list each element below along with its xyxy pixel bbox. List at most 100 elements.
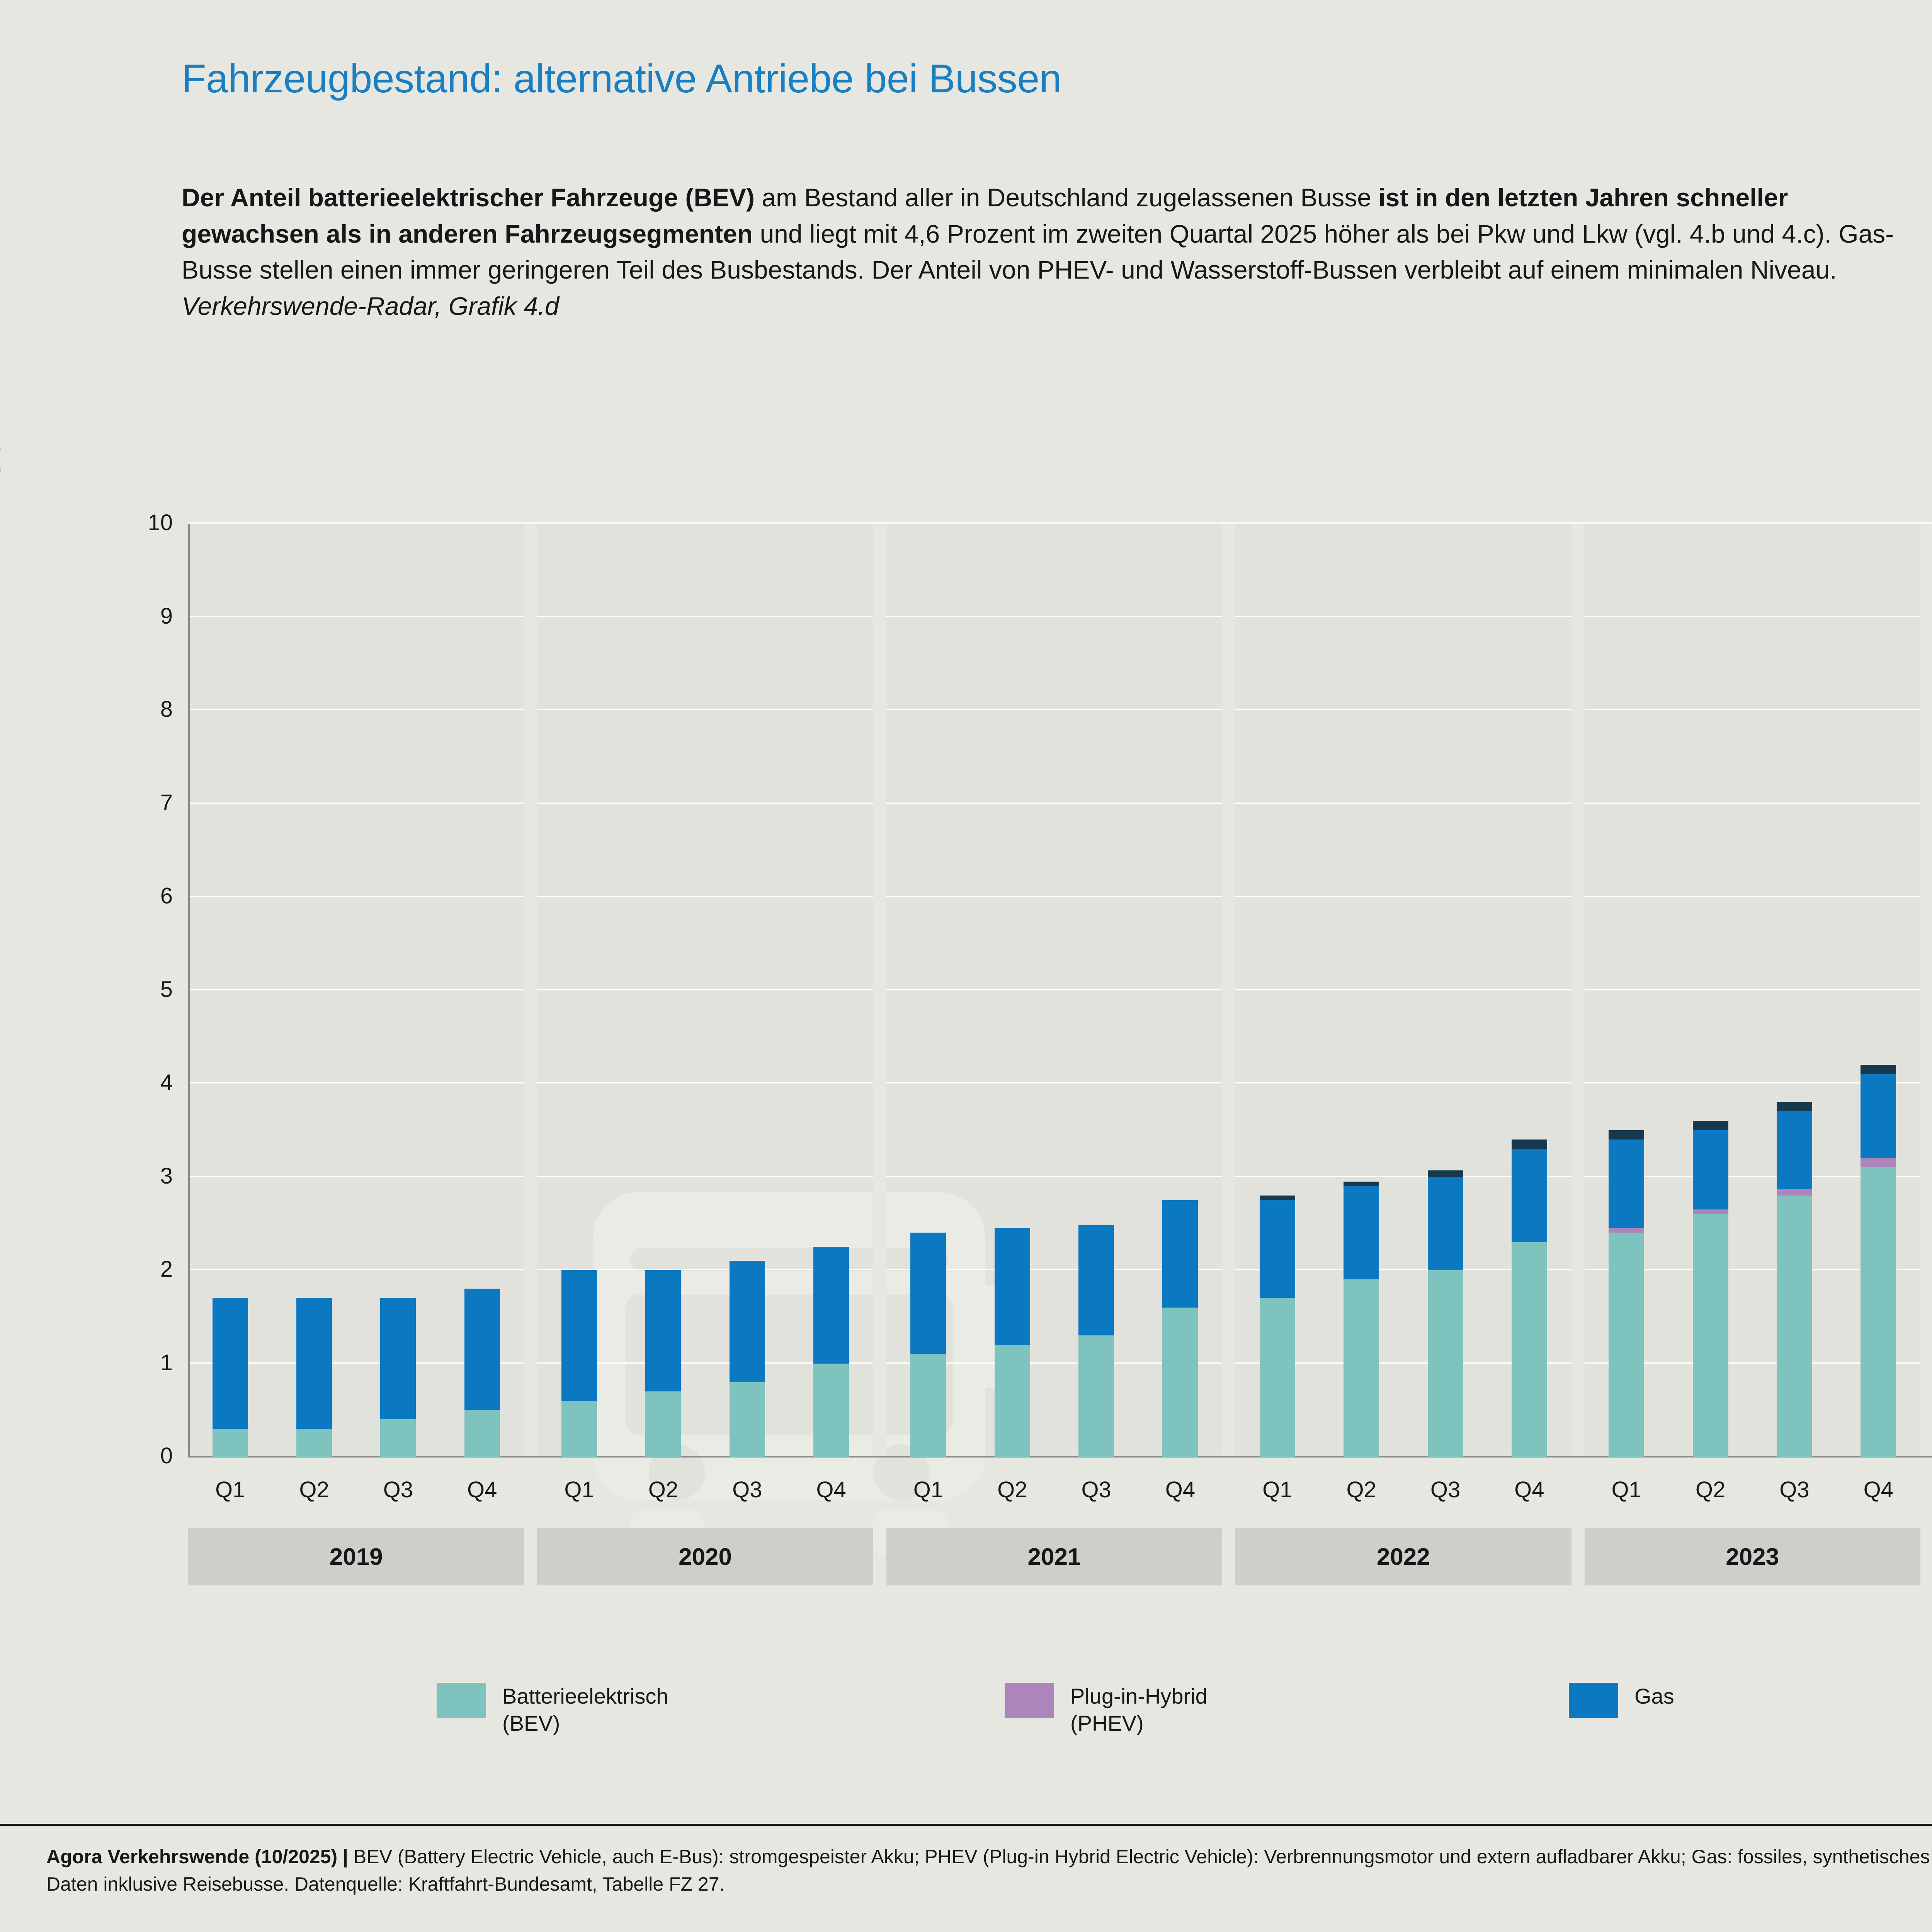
gridline — [188, 522, 1932, 524]
quarter-label: Q3 — [732, 1477, 762, 1502]
gridline — [188, 616, 1932, 617]
legend-bev-label: Batterieelektrisch (BEV) — [502, 1684, 668, 1735]
legend-gas-swatch — [1569, 1683, 1618, 1718]
gridline — [188, 1362, 1932, 1364]
y-tick-label: 0 — [160, 1443, 173, 1468]
bar-segment — [994, 1345, 1030, 1457]
quarter-label: Q3 — [1779, 1477, 1810, 1502]
gridline — [188, 1269, 1932, 1270]
year-separator — [1920, 524, 1932, 1457]
y-tick-label: 6 — [160, 883, 173, 908]
gridline — [188, 1082, 1932, 1083]
bar-segment — [1776, 1111, 1812, 1189]
year-label-2019: 2019 — [188, 1528, 524, 1585]
y-tick-label: 3 — [160, 1163, 173, 1189]
bar-segment — [1692, 1121, 1728, 1130]
bar-segment — [1344, 1279, 1379, 1457]
subtitle-italic-ref: Verkehrswende-Radar, Grafik 4.d — [182, 292, 560, 321]
bar-segment — [1427, 1270, 1463, 1457]
subtitle-rest-1: am Bestand aller in Deutschland zugelass… — [755, 183, 1379, 212]
quarter-label: Q1 — [1262, 1477, 1293, 1502]
bar-segment — [1162, 1200, 1198, 1308]
legend-gas[interactable]: Gas — [1569, 1683, 1674, 1718]
y-axis-title: Anteil am deutschen Bus-Bestand in Proze… — [0, 446, 1, 846]
legend-bev-swatch — [437, 1683, 486, 1718]
bar-segment — [1776, 1195, 1812, 1457]
bar-segment — [296, 1429, 332, 1457]
bar-segment — [380, 1419, 416, 1457]
bar-segment — [1511, 1149, 1547, 1242]
bar-segment — [645, 1270, 681, 1391]
quarter-label: Q4 — [1514, 1477, 1544, 1502]
bar-segment — [1511, 1139, 1547, 1149]
bar-segment — [1861, 1158, 1896, 1168]
y-axis-line — [188, 524, 190, 1457]
quarter-label: Q3 — [1081, 1477, 1111, 1502]
bar-segment — [1609, 1139, 1645, 1228]
legend-gas-label: Gas — [1634, 1684, 1674, 1708]
gridline — [188, 1175, 1932, 1177]
bar-segment — [813, 1247, 849, 1364]
year-label-2023: 2023 — [1584, 1528, 1920, 1585]
y-tick-label: 9 — [160, 603, 173, 629]
bar-segment — [380, 1298, 416, 1420]
bar-segment — [1692, 1130, 1728, 1210]
bar-segment — [1609, 1130, 1645, 1139]
year-label-2021: 2021 — [886, 1528, 1223, 1585]
bar-segment — [729, 1260, 765, 1382]
subtitle-rest-2: und liegt mit 4,6 Prozent im zweiten Qua… — [182, 219, 1894, 284]
gridline — [188, 896, 1932, 897]
y-tick-label: 8 — [160, 697, 173, 722]
y-tick-label: 2 — [160, 1257, 173, 1282]
bar-segment — [1861, 1167, 1896, 1457]
bar-segment — [1259, 1298, 1295, 1457]
bar-segment — [1861, 1065, 1896, 1074]
bar-segment — [1078, 1335, 1114, 1457]
bar-segment — [813, 1363, 849, 1457]
bar-segment — [1427, 1177, 1463, 1270]
bar-segment — [1692, 1209, 1728, 1214]
footer-divider — [0, 1824, 1932, 1826]
bar-segment — [212, 1298, 248, 1429]
quarter-label: Q3 — [1430, 1477, 1461, 1502]
bar-segment — [910, 1354, 946, 1457]
year-separator — [1222, 524, 1236, 1457]
quarter-label: Q4 — [816, 1477, 846, 1502]
quarter-label: Q1 — [564, 1477, 594, 1502]
y-tick-label: 7 — [160, 790, 173, 815]
bar-segment — [1776, 1189, 1812, 1196]
legend-bev[interactable]: Batterieelektrisch (BEV) — [437, 1683, 668, 1737]
quarter-label: Q4 — [1165, 1477, 1196, 1502]
y-tick-label: 4 — [160, 1070, 173, 1095]
quarter-label: Q4 — [1863, 1477, 1893, 1502]
page-title: Fahrzeugbestand: alternative Antriebe be… — [182, 56, 1062, 101]
quarter-label: Q2 — [1695, 1477, 1726, 1502]
year-separator — [1571, 524, 1585, 1457]
subtitle-bold-2: ist in den letzten Jahren schneller gewa… — [182, 183, 1788, 248]
bar-segment — [1692, 1214, 1728, 1457]
bar-segment — [645, 1391, 681, 1457]
bar-segment — [464, 1289, 500, 1410]
bar-segment — [1511, 1242, 1547, 1457]
y-tick-label: 5 — [160, 976, 173, 1002]
quarter-label: Q2 — [997, 1477, 1027, 1502]
bar-series-container — [188, 524, 1932, 1457]
bar-segment — [1427, 1170, 1463, 1177]
bar-segment — [296, 1298, 332, 1429]
bar-segment — [212, 1429, 248, 1457]
gridline — [188, 989, 1932, 990]
bar-segment — [1162, 1307, 1198, 1457]
quarter-label: Q2 — [299, 1477, 329, 1502]
footer-source-bold: Agora Verkehrswende (10/2025) | — [46, 1846, 354, 1867]
year-separator — [873, 524, 886, 1457]
bar-segment — [464, 1410, 500, 1457]
footer-source-text: BEV (Battery Electric Vehicle, auch E-Bu… — [46, 1846, 1932, 1895]
bar-segment — [1344, 1186, 1379, 1280]
bar-segment — [1078, 1225, 1114, 1336]
bar-segment — [910, 1233, 946, 1354]
bar-segment — [561, 1270, 597, 1401]
bar-segment — [1259, 1195, 1295, 1200]
legend-phev[interactable]: Plug-in-Hybrid (PHEV) — [1005, 1683, 1208, 1737]
bar-segment — [1776, 1102, 1812, 1112]
